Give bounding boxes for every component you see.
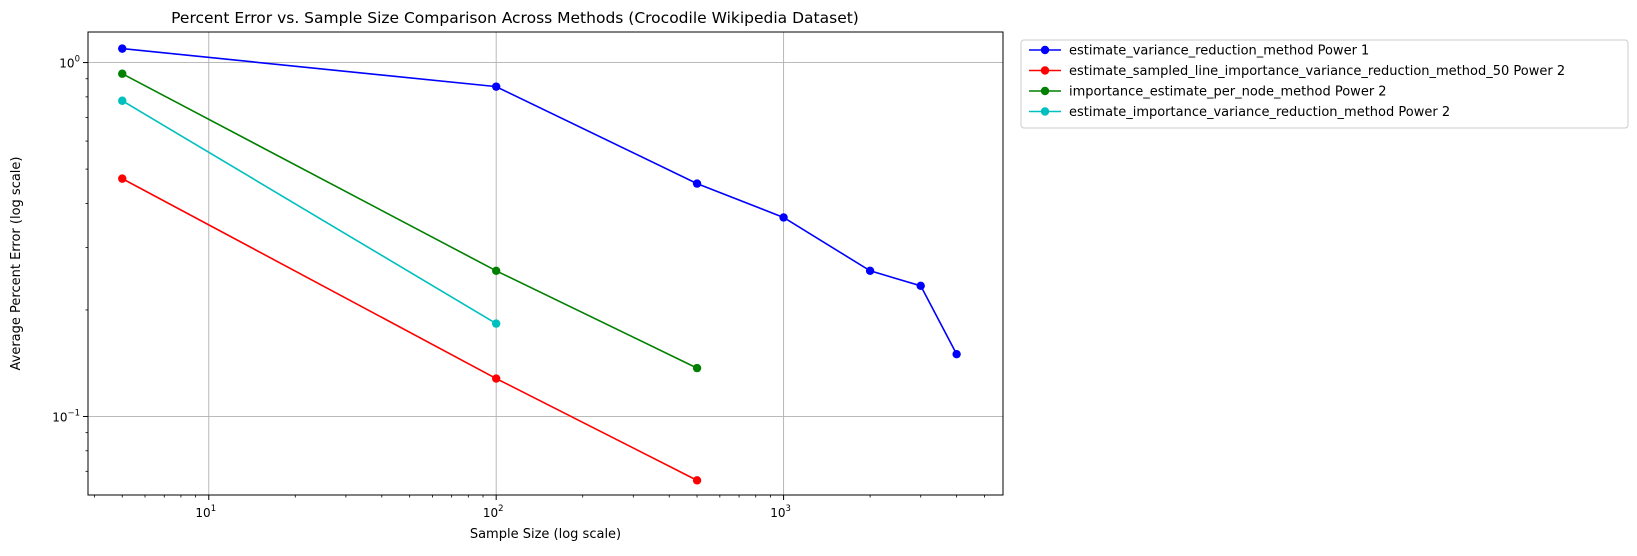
data-point xyxy=(865,266,875,276)
data-point xyxy=(491,319,501,328)
series-4 xyxy=(118,96,501,328)
legend-marker xyxy=(1040,45,1050,55)
data-point xyxy=(118,69,127,78)
series-3 xyxy=(118,69,702,373)
data-point xyxy=(118,96,127,105)
series-line xyxy=(122,47,958,355)
data-point xyxy=(491,374,501,383)
chart-title: Percent Error vs. Sample Size Comparison… xyxy=(171,9,859,27)
x-axis-label: Sample Size (log scale) xyxy=(470,527,621,542)
series-2 xyxy=(118,174,702,485)
x-tick-label: 102 xyxy=(483,504,504,520)
data-point xyxy=(692,363,702,373)
series-line xyxy=(121,100,497,325)
legend-label: estimate_sampled_line_importance_varianc… xyxy=(1069,64,1565,79)
series-layer xyxy=(118,44,961,485)
legend-item: estimate_sampled_line_importance_varianc… xyxy=(1029,64,1565,79)
data-point xyxy=(118,174,127,183)
minor-ticks xyxy=(85,78,985,498)
data-point xyxy=(692,179,702,188)
legend-item: importance_estimate_per_node_method Powe… xyxy=(1029,85,1387,100)
legend-marker xyxy=(1040,66,1050,75)
major-ticks: 101 102 103 100 10−1 xyxy=(52,55,791,520)
legend-marker xyxy=(1040,107,1050,116)
legend-label: estimate_importance_variance_reduction_m… xyxy=(1069,105,1450,120)
plot-frame xyxy=(87,31,1004,496)
data-point xyxy=(916,281,925,291)
legend-label: importance_estimate_per_node_method Powe… xyxy=(1069,85,1387,100)
y-tick-label: 100 xyxy=(59,55,80,71)
legend-item: estimate_importance_variance_reduction_m… xyxy=(1029,105,1450,120)
legend-label: estimate_variance_reduction_method Power… xyxy=(1069,44,1369,59)
data-point xyxy=(952,349,961,359)
data-point xyxy=(692,476,702,485)
x-tick-label: 103 xyxy=(770,504,791,520)
data-point xyxy=(491,266,501,276)
data-point xyxy=(779,213,788,222)
series-1 xyxy=(118,44,961,359)
legend-frame xyxy=(1020,39,1629,129)
x-tick-label: 101 xyxy=(195,504,216,520)
legend-item: estimate_variance_reduction_method Power… xyxy=(1029,44,1369,59)
data-point xyxy=(118,44,127,53)
legend: estimate_variance_reduction_method Power… xyxy=(1020,39,1629,129)
legend-marker xyxy=(1040,86,1050,96)
y-tick-label: 10−1 xyxy=(52,408,80,424)
data-point xyxy=(491,82,501,91)
y-axis-label: Average Percent Error (log scale) xyxy=(9,157,24,371)
legend-items: estimate_variance_reduction_method Power… xyxy=(1029,44,1565,120)
grid-lines xyxy=(88,32,1003,495)
